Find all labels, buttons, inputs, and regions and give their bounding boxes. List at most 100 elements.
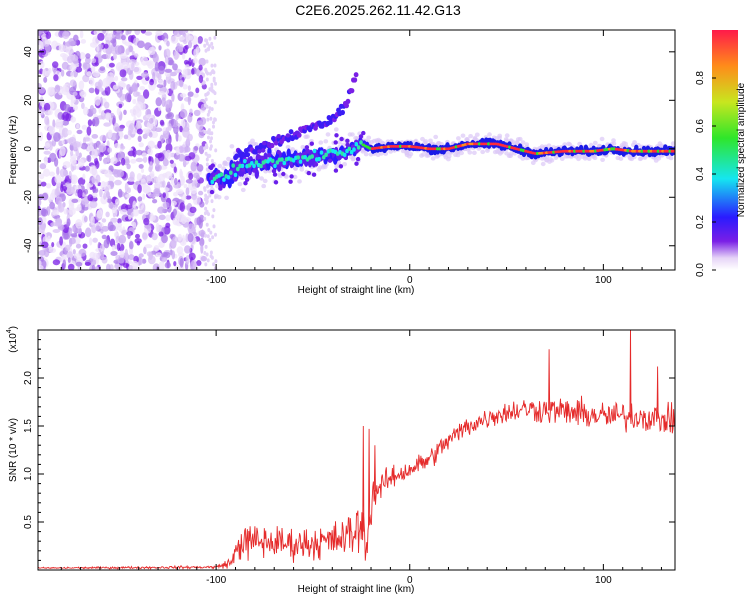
noise-speckle [57,112,64,120]
noise-speckle [212,262,216,267]
noise-speckle [41,241,49,249]
noise-speckle [211,235,215,240]
ridge-halo-blob [224,195,230,200]
snr-x-tick-label: -100 [206,575,226,586]
noise-speckle [94,266,99,270]
noise-speckle [132,105,140,114]
noise-speckle [187,85,191,91]
noise-speckle [206,112,210,117]
ridge-core-blob [226,175,231,180]
noise-speckle [66,129,72,136]
ridge-halo-blob [487,132,492,137]
ridge-halo-blob [474,132,480,137]
noise-speckle [205,145,209,150]
ridge-halo-blob [240,187,246,193]
spectrogram-ridge-core [210,140,675,185]
snr-y-tick-label: 0.5 [23,515,34,529]
noise-speckle [85,56,91,64]
snr-x-tick-label: 100 [595,575,612,586]
snr-y-tick-label: 2.0 [23,371,34,385]
noise-speckle [193,262,198,270]
noise-speckle [131,260,139,269]
noise-speckle [89,105,94,111]
ridge-core-blob [319,150,324,155]
branch-blob [266,141,271,147]
noise-speckle [103,158,108,165]
noise-speckle [178,36,185,41]
noise-speckle [173,261,177,267]
noise-speckle [205,41,209,46]
noise-speckle [158,45,162,51]
noise-speckle [129,123,135,130]
ridge-halo-blob [350,157,356,162]
noise-speckle [136,149,143,156]
noise-speckle [148,46,156,56]
noise-speckle [196,260,202,266]
noise-speckle [62,259,67,269]
noise-speckle [152,53,159,63]
ridge-halo-blob [638,156,644,161]
noise-speckle [93,142,98,150]
snr-scale-label: (x104) [6,326,19,353]
noise-speckle [70,150,74,157]
noise-speckle [76,165,80,170]
noise-speckle [171,250,176,260]
branch-blob [256,155,261,160]
noise-speckle [158,214,166,221]
noise-speckle [210,136,213,141]
branch-blob [355,156,361,162]
noise-speckle [138,142,144,148]
noise-speckle [203,146,207,151]
noise-speckle [212,78,216,83]
noise-speckle [49,202,55,210]
noise-speckle [155,30,163,36]
ridge-halo-blob [323,139,329,144]
noise-speckle [75,66,83,73]
noise-speckle [164,187,170,192]
spectrogram-y-tick-label: 40 [23,46,34,58]
ridge-halo-blob [292,174,298,180]
noise-speckle [170,35,179,44]
noise-speckle [179,257,184,268]
ridge-halo-blob [333,127,339,132]
noise-speckle [85,53,91,59]
noise-speckle [180,119,186,129]
ridge-halo-blob [460,133,466,138]
noise-speckle [209,146,213,151]
branch-blob [281,171,286,177]
ridge-core-blob [322,155,326,160]
noise-speckle [92,237,98,243]
noise-speckle [101,225,109,232]
noise-speckle [135,91,141,97]
noise-speckle [87,194,94,202]
ridge-halo-blob [668,155,674,161]
noise-speckle [119,250,125,259]
noise-speckle [187,113,193,123]
noise-speckle [39,60,45,69]
noise-speckle [142,156,148,163]
colorbar-tick-label: 0.4 [695,167,706,181]
ridge-halo-blob [670,141,675,146]
noise-speckle [214,81,217,86]
ridge-core-blob [656,149,660,153]
branch-blob [253,149,259,155]
noise-speckle [116,107,121,116]
noise-speckle [163,79,167,88]
noise-speckle [193,172,200,179]
noise-speckle [208,44,211,49]
noise-speckle [204,92,208,97]
noise-speckle [106,198,113,203]
ridge-core-blob [254,160,259,165]
noise-speckle [65,41,72,47]
noise-speckle [191,193,198,201]
branch-blob [345,142,350,148]
noise-speckle [110,251,118,256]
noise-speckle [79,90,87,98]
ridge-halo-blob [576,156,581,162]
spectrogram-x-tick-label: -100 [206,275,226,286]
noise-speckle [103,192,107,200]
noise-speckle [169,99,173,110]
noise-speckle [199,201,205,208]
noise-speckle [126,180,135,185]
noise-speckle [182,68,188,78]
